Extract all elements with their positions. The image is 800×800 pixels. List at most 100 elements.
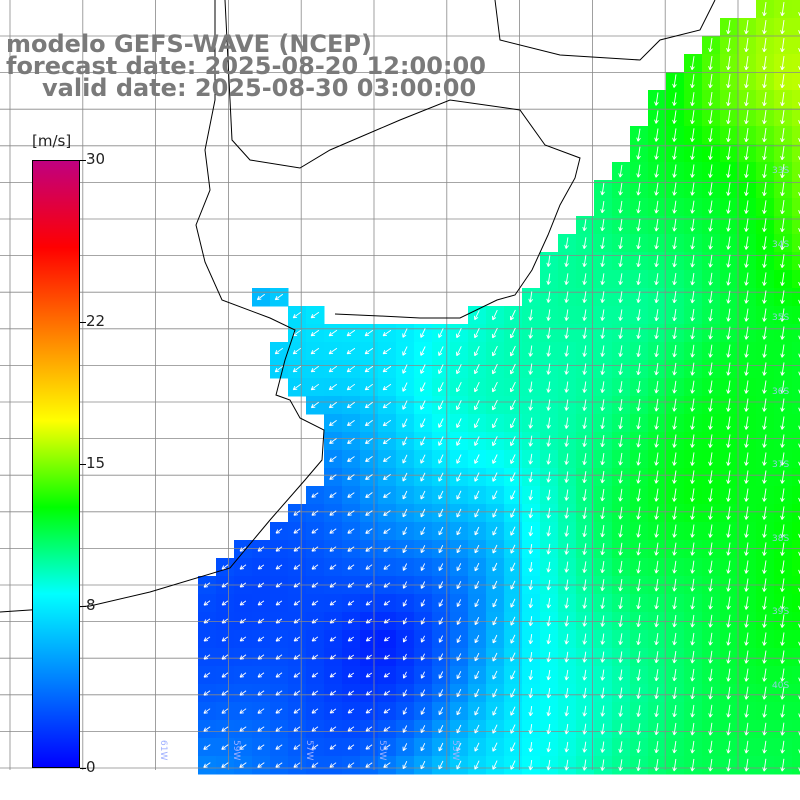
- wind-arrow: [456, 400, 462, 411]
- wind-arrow: [636, 759, 641, 772]
- wind-arrow: [364, 329, 374, 337]
- wind-arrow: [329, 690, 337, 696]
- wind-arrow: [762, 362, 767, 376]
- wind-arrow: [672, 327, 677, 340]
- wind-speed-cell: [792, 360, 800, 379]
- wind-arrow: [492, 544, 498, 554]
- wind-arrow: [382, 456, 391, 463]
- wind-arrow: [365, 564, 373, 570]
- wind-arrow: [402, 635, 408, 643]
- wind-arrow: [744, 524, 749, 538]
- wind-arrow: [510, 580, 516, 590]
- wind-arrow: [492, 760, 498, 770]
- wind-arrow: [780, 722, 785, 736]
- wind-arrow: [672, 740, 677, 754]
- wind-arrow: [293, 726, 301, 732]
- wind-arrow: [383, 708, 391, 714]
- wind-arrow: [762, 596, 767, 610]
- colorbar-tick-mark: [80, 768, 86, 769]
- wind-arrow: [636, 218, 641, 232]
- wind-arrow: [528, 616, 534, 627]
- wind-speed-cell: [792, 450, 800, 469]
- wind-arrow: [636, 273, 641, 286]
- wind-arrow: [600, 597, 605, 609]
- wind-arrow: [402, 527, 408, 536]
- wind-arrow: [762, 416, 767, 430]
- wind-arrow: [618, 542, 623, 556]
- wind-arrow: [564, 453, 569, 465]
- wind-arrow: [582, 327, 587, 339]
- wind-arrow: [690, 398, 695, 412]
- wind-arrow: [347, 744, 355, 750]
- wind-arrow: [582, 597, 587, 609]
- wind-arrow: [690, 308, 695, 322]
- wind-arrow: [744, 506, 749, 520]
- wind-speed-cell: [792, 270, 800, 289]
- wind-speed-cell: [792, 414, 800, 433]
- wind-arrow: [582, 273, 587, 285]
- wind-arrow: [672, 758, 677, 772]
- wind-arrow: [780, 632, 785, 646]
- wind-arrow: [780, 344, 785, 358]
- wind-arrow: [672, 128, 677, 142]
- wind-arrow: [492, 688, 498, 698]
- wind-arrow: [654, 434, 659, 448]
- wind-arrow: [726, 398, 731, 412]
- wind-arrow: [347, 600, 355, 606]
- wind-arrow: [636, 164, 641, 178]
- wind-arrow: [402, 418, 408, 428]
- wind-arrow: [654, 596, 659, 610]
- wind-arrow: [600, 543, 605, 556]
- wind-arrow: [420, 689, 426, 697]
- wind-arrow: [203, 762, 211, 768]
- wind-arrow: [726, 740, 731, 754]
- wind-arrow: [636, 741, 641, 754]
- wind-arrow: [328, 383, 338, 391]
- wind-arrow: [726, 470, 731, 484]
- wind-arrow: [528, 309, 533, 321]
- wind-arrow: [690, 56, 695, 71]
- wind-arrow: [456, 472, 462, 482]
- wind-arrow: [780, 758, 785, 772]
- wind-arrow: [672, 273, 677, 286]
- wind-speed-cell: [792, 666, 800, 685]
- wind-arrow: [474, 562, 480, 572]
- wind-arrow: [329, 654, 337, 660]
- wind-arrow: [438, 472, 444, 482]
- wind-arrow: [492, 436, 498, 447]
- wind-arrow: [365, 474, 373, 480]
- wind-arrow: [311, 726, 319, 732]
- wind-arrow: [582, 219, 587, 232]
- wind-arrow: [365, 690, 373, 696]
- wind-speed-cell: [792, 378, 800, 397]
- wind-arrow: [221, 672, 229, 678]
- wind-arrow: [726, 326, 731, 340]
- wind-arrow: [600, 219, 605, 232]
- wind-arrow: [582, 345, 587, 357]
- wind-arrow: [510, 598, 516, 608]
- wind-arrow: [708, 146, 713, 160]
- wind-arrow: [456, 328, 462, 339]
- wind-arrow: [618, 615, 623, 628]
- wind-arrow: [582, 705, 587, 717]
- wind-arrow: [618, 578, 623, 592]
- wind-arrow: [510, 436, 516, 447]
- wind-arrow: [762, 326, 767, 340]
- wind-arrow: [203, 654, 211, 660]
- longitude-label: 57W: [304, 740, 314, 761]
- wind-speed-cell: [792, 540, 800, 559]
- wind-arrow: [690, 596, 695, 610]
- wind-arrow: [456, 508, 462, 518]
- wind-arrow: [744, 218, 749, 232]
- wind-arrow: [564, 543, 569, 555]
- wind-arrow: [690, 524, 695, 538]
- wind-arrow: [708, 434, 713, 448]
- wind-arrow: [654, 362, 659, 376]
- wind-arrow: [293, 654, 301, 660]
- wind-arrow: [382, 365, 392, 373]
- wind-arrow: [564, 345, 569, 357]
- wind-arrow: [564, 579, 569, 591]
- wind-arrow: [346, 365, 356, 373]
- wind-arrow: [474, 436, 480, 446]
- wind-arrow: [762, 56, 767, 71]
